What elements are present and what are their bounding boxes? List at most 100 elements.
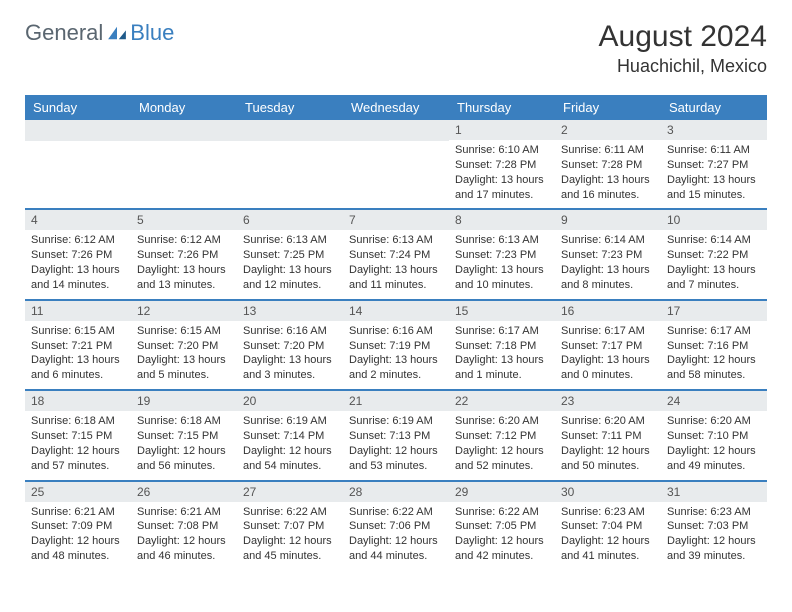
daylight-text: Daylight: 13 hours and 6 minutes. — [31, 353, 125, 383]
day-number: 10 — [661, 210, 767, 230]
sunrise-text: Sunrise: 6:14 AM — [667, 233, 761, 248]
title-block: August 2024 Huachichil, Mexico — [599, 20, 767, 77]
day-details: Sunrise: 6:11 AMSunset: 7:27 PMDaylight:… — [661, 140, 767, 208]
calendar-day-cell: 1Sunrise: 6:10 AMSunset: 7:28 PMDaylight… — [449, 120, 555, 208]
day-number: 9 — [555, 210, 661, 230]
daylight-text: Daylight: 13 hours and 11 minutes. — [349, 263, 443, 293]
sunset-text: Sunset: 7:12 PM — [455, 429, 549, 444]
weekday-header: Thursday — [449, 95, 555, 120]
day-details: Sunrise: 6:17 AMSunset: 7:16 PMDaylight:… — [661, 321, 767, 389]
calendar-day-cell: 8Sunrise: 6:13 AMSunset: 7:23 PMDaylight… — [449, 210, 555, 298]
day-details: Sunrise: 6:11 AMSunset: 7:28 PMDaylight:… — [555, 140, 661, 208]
calendar-day-cell: 16Sunrise: 6:17 AMSunset: 7:17 PMDayligh… — [555, 301, 661, 389]
day-number — [25, 120, 131, 141]
sunset-text: Sunset: 7:07 PM — [243, 519, 337, 534]
calendar-day-cell: 11Sunrise: 6:15 AMSunset: 7:21 PMDayligh… — [25, 301, 131, 389]
sunrise-text: Sunrise: 6:10 AM — [455, 143, 549, 158]
day-number: 1 — [449, 120, 555, 140]
sunrise-text: Sunrise: 6:20 AM — [561, 414, 655, 429]
weekday-header: Sunday — [25, 95, 131, 120]
day-details: Sunrise: 6:13 AMSunset: 7:23 PMDaylight:… — [449, 230, 555, 298]
sunrise-text: Sunrise: 6:12 AM — [31, 233, 125, 248]
sunset-text: Sunset: 7:19 PM — [349, 339, 443, 354]
calendar-day-cell — [237, 120, 343, 208]
day-number: 30 — [555, 482, 661, 502]
day-details: Sunrise: 6:22 AMSunset: 7:07 PMDaylight:… — [237, 502, 343, 570]
calendar-day-cell: 15Sunrise: 6:17 AMSunset: 7:18 PMDayligh… — [449, 301, 555, 389]
daylight-text: Daylight: 12 hours and 53 minutes. — [349, 444, 443, 474]
calendar-day-cell: 21Sunrise: 6:19 AMSunset: 7:13 PMDayligh… — [343, 391, 449, 479]
calendar-body: 1Sunrise: 6:10 AMSunset: 7:28 PMDaylight… — [25, 120, 767, 570]
sunrise-text: Sunrise: 6:15 AM — [137, 324, 231, 339]
daylight-text: Daylight: 12 hours and 46 minutes. — [137, 534, 231, 564]
day-details: Sunrise: 6:13 AMSunset: 7:25 PMDaylight:… — [237, 230, 343, 298]
day-number — [131, 120, 237, 141]
sunrise-text: Sunrise: 6:22 AM — [455, 505, 549, 520]
calendar-day-cell: 25Sunrise: 6:21 AMSunset: 7:09 PMDayligh… — [25, 482, 131, 570]
sunset-text: Sunset: 7:15 PM — [31, 429, 125, 444]
sunset-text: Sunset: 7:22 PM — [667, 248, 761, 263]
day-number: 21 — [343, 391, 449, 411]
daylight-text: Daylight: 12 hours and 48 minutes. — [31, 534, 125, 564]
sunset-text: Sunset: 7:08 PM — [137, 519, 231, 534]
sunset-text: Sunset: 7:27 PM — [667, 158, 761, 173]
daylight-text: Daylight: 12 hours and 39 minutes. — [667, 534, 761, 564]
day-details: Sunrise: 6:16 AMSunset: 7:19 PMDaylight:… — [343, 321, 449, 389]
calendar-day-cell: 2Sunrise: 6:11 AMSunset: 7:28 PMDaylight… — [555, 120, 661, 208]
calendar-day-cell: 4Sunrise: 6:12 AMSunset: 7:26 PMDaylight… — [25, 210, 131, 298]
sunrise-text: Sunrise: 6:18 AM — [31, 414, 125, 429]
sunrise-text: Sunrise: 6:13 AM — [243, 233, 337, 248]
daylight-text: Daylight: 13 hours and 0 minutes. — [561, 353, 655, 383]
logo-sails-icon — [106, 25, 128, 41]
daylight-text: Daylight: 12 hours and 52 minutes. — [455, 444, 549, 474]
sunset-text: Sunset: 7:15 PM — [137, 429, 231, 444]
day-number: 16 — [555, 301, 661, 321]
daylight-text: Daylight: 12 hours and 44 minutes. — [349, 534, 443, 564]
sunset-text: Sunset: 7:09 PM — [31, 519, 125, 534]
sunset-text: Sunset: 7:28 PM — [455, 158, 549, 173]
day-details: Sunrise: 6:23 AMSunset: 7:03 PMDaylight:… — [661, 502, 767, 570]
day-number: 2 — [555, 120, 661, 140]
weekday-header: Wednesday — [343, 95, 449, 120]
day-number: 27 — [237, 482, 343, 502]
calendar-day-cell: 12Sunrise: 6:15 AMSunset: 7:20 PMDayligh… — [131, 301, 237, 389]
calendar-day-cell: 14Sunrise: 6:16 AMSunset: 7:19 PMDayligh… — [343, 301, 449, 389]
sunset-text: Sunset: 7:23 PM — [455, 248, 549, 263]
sunset-text: Sunset: 7:20 PM — [243, 339, 337, 354]
daylight-text: Daylight: 12 hours and 56 minutes. — [137, 444, 231, 474]
sunrise-text: Sunrise: 6:20 AM — [667, 414, 761, 429]
daylight-text: Daylight: 13 hours and 8 minutes. — [561, 263, 655, 293]
sunrise-text: Sunrise: 6:15 AM — [31, 324, 125, 339]
calendar-day-cell: 20Sunrise: 6:19 AMSunset: 7:14 PMDayligh… — [237, 391, 343, 479]
day-details: Sunrise: 6:21 AMSunset: 7:09 PMDaylight:… — [25, 502, 131, 570]
sunset-text: Sunset: 7:20 PM — [137, 339, 231, 354]
daylight-text: Daylight: 13 hours and 2 minutes. — [349, 353, 443, 383]
day-number: 4 — [25, 210, 131, 230]
sunrise-text: Sunrise: 6:16 AM — [243, 324, 337, 339]
sunrise-text: Sunrise: 6:19 AM — [243, 414, 337, 429]
daylight-text: Daylight: 13 hours and 10 minutes. — [455, 263, 549, 293]
sunrise-text: Sunrise: 6:19 AM — [349, 414, 443, 429]
calendar-day-cell: 10Sunrise: 6:14 AMSunset: 7:22 PMDayligh… — [661, 210, 767, 298]
day-details: Sunrise: 6:13 AMSunset: 7:24 PMDaylight:… — [343, 230, 449, 298]
daylight-text: Daylight: 12 hours and 42 minutes. — [455, 534, 549, 564]
day-number: 5 — [131, 210, 237, 230]
day-details: Sunrise: 6:23 AMSunset: 7:04 PMDaylight:… — [555, 502, 661, 570]
calendar-header-row: SundayMondayTuesdayWednesdayThursdayFrid… — [25, 95, 767, 120]
daylight-text: Daylight: 12 hours and 41 minutes. — [561, 534, 655, 564]
sunset-text: Sunset: 7:03 PM — [667, 519, 761, 534]
calendar-day-cell: 22Sunrise: 6:20 AMSunset: 7:12 PMDayligh… — [449, 391, 555, 479]
calendar-day-cell: 7Sunrise: 6:13 AMSunset: 7:24 PMDaylight… — [343, 210, 449, 298]
sunset-text: Sunset: 7:28 PM — [561, 158, 655, 173]
day-number: 12 — [131, 301, 237, 321]
sunrise-text: Sunrise: 6:11 AM — [667, 143, 761, 158]
day-details: Sunrise: 6:20 AMSunset: 7:10 PMDaylight:… — [661, 411, 767, 479]
day-number: 6 — [237, 210, 343, 230]
calendar-day-cell: 18Sunrise: 6:18 AMSunset: 7:15 PMDayligh… — [25, 391, 131, 479]
day-details: Sunrise: 6:10 AMSunset: 7:28 PMDaylight:… — [449, 140, 555, 208]
day-number: 19 — [131, 391, 237, 411]
day-number: 29 — [449, 482, 555, 502]
day-details: Sunrise: 6:20 AMSunset: 7:11 PMDaylight:… — [555, 411, 661, 479]
sunset-text: Sunset: 7:26 PM — [31, 248, 125, 263]
day-number: 15 — [449, 301, 555, 321]
